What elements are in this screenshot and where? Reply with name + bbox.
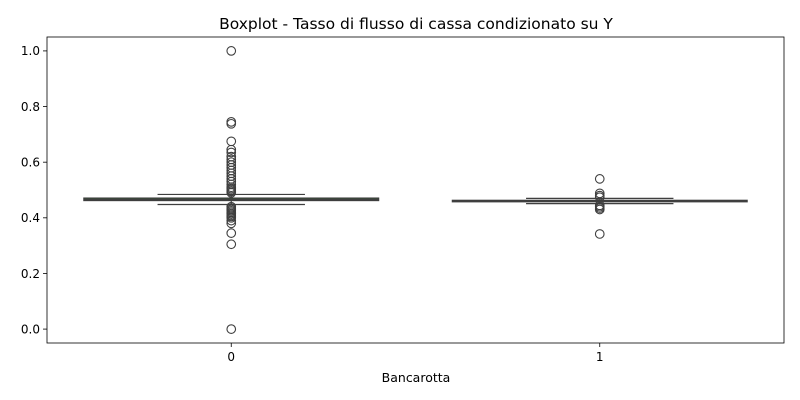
plot-area	[83, 46, 748, 334]
outlier-point	[226, 46, 237, 56]
x-axis-label: Bancarotta	[382, 370, 451, 385]
chart-title: Boxplot - Tasso di flusso di cassa condi…	[219, 15, 613, 33]
outlier-point	[226, 116, 237, 127]
outlier-point	[226, 324, 237, 334]
x-tick-label: 0	[227, 350, 235, 364]
y-tick-label: 0.4	[21, 211, 40, 225]
outlier-point	[594, 204, 605, 215]
outlier-point	[594, 229, 605, 239]
outlier-point	[226, 136, 237, 147]
y-axis: 0.0 0.2 0.4 0.6 0.8 1.0	[21, 44, 47, 336]
outlier-point	[226, 215, 237, 226]
outlier-point	[226, 212, 237, 223]
outlier-point	[226, 147, 237, 158]
box-group-1	[451, 174, 748, 239]
outlier-point	[226, 144, 237, 155]
outlier-point	[226, 239, 237, 250]
outlier-point	[226, 228, 237, 238]
y-tick-label: 1.0	[21, 44, 40, 58]
plot-frame	[46, 36, 785, 344]
outlier-point	[226, 187, 237, 198]
y-tick-label: 0.6	[21, 155, 40, 169]
y-tick-label: 0.0	[21, 322, 40, 336]
outlier-point	[226, 118, 237, 129]
x-tick-label: 1	[596, 350, 604, 364]
y-tick-label: 0.2	[21, 267, 40, 281]
outlier-point	[594, 174, 605, 184]
outlier-point	[226, 218, 237, 229]
y-tick-label: 0.8	[21, 100, 40, 114]
box-group-0	[83, 46, 380, 334]
